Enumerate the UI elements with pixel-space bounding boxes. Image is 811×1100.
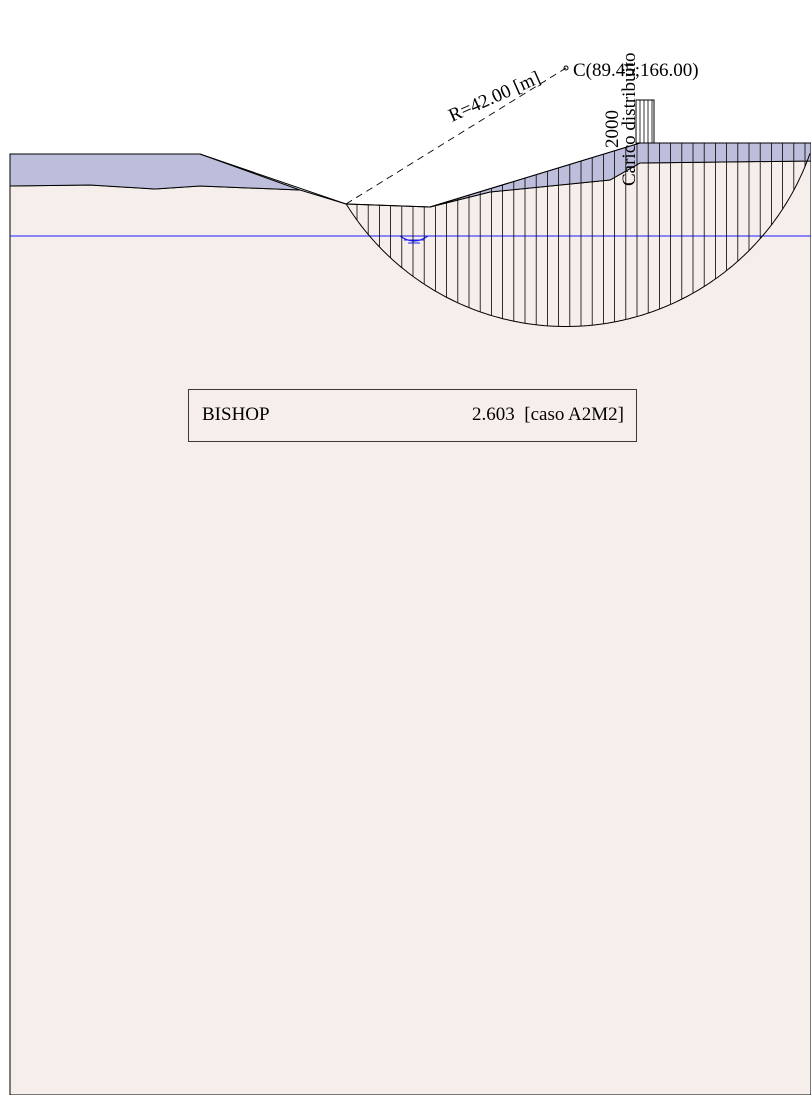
circle-center-point	[563, 65, 569, 71]
analysis-method: BISHOP	[202, 404, 270, 425]
ground-surface	[10, 142, 811, 208]
load-value-label: 2000	[602, 110, 623, 148]
radius-label: R=42.00 [m]	[445, 67, 543, 126]
load-case-label: [caso A2M2]	[524, 404, 624, 425]
slice-lines	[356, 143, 806, 327]
water-level-marker	[399, 235, 429, 244]
soil-body	[9, 160, 811, 1096]
safety-factor-number: 2.603	[472, 404, 515, 425]
slip-surface-arc	[345, 153, 811, 327]
upper-layer-left	[9, 153, 301, 191]
distributed-load	[635, 99, 655, 144]
load-name-label: Carico distribuito	[619, 52, 640, 186]
safety-factor-value: 2.603 [caso A2M2]	[472, 404, 624, 426]
circle-center-label: C(89.45;166.00)	[573, 60, 699, 81]
factor-of-safety-box: BISHOP 2.603 [caso A2M2]	[188, 389, 637, 442]
